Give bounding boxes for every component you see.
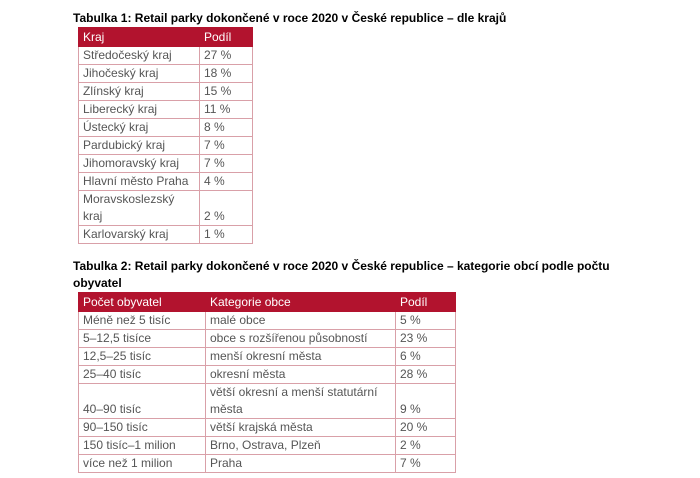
table-row: 150 tisíc–1 milion Brno, Ostrava, Plzeň 2 … [78,436,456,455]
header-cell: Podíl [395,292,456,312]
table-cell: 150 tisíc–1 milion [78,436,206,455]
table-cell: 40–90 tisíc [78,383,206,419]
table-cell: 2 % [199,190,253,226]
table-cell: 8 % [199,118,253,137]
table-title: Tabulka 2: Retail parky dokončené v roce… [73,259,610,290]
table-cell: 27 % [199,46,253,65]
table-cell: 12,5–25 tisíc [78,347,206,366]
table-row: Zlínský kraj 15 % [78,82,253,101]
table-row: 25–40 tisíc okresní města 28 % [78,365,456,384]
table-cell: Praha [205,454,396,473]
table-cell: 23 % [395,329,456,348]
table-row: 5–12,5 tisíce obce s rozšířenou působnost… [78,329,456,348]
table-row: více než 1 milion Praha 7 % [78,454,456,473]
header-row: Počet obyvatel Kategorie obce Podíl [78,292,456,312]
table-row: Pardubický kraj 7 % [78,136,253,155]
table-cell: 4 % [199,172,253,191]
table-row: Karlovarský kraj 1 % [78,225,253,244]
table-cell: Karlovarský kraj [78,225,200,244]
table-cell: 90–150 tisíc [78,418,206,437]
table-cell: 5 % [395,311,456,330]
table-cell: Liberecký kraj [78,100,200,119]
table-cell: Pardubický kraj [78,136,200,155]
table-cell: Středočeský kraj [78,46,200,65]
table-row: Středočeský kraj 27 % [78,46,253,65]
table-cell: 5–12,5 tisíce [78,329,206,348]
table-cell: okresní města [205,365,396,384]
table-cell: menší okresní města [205,347,396,366]
table-cell: Ústecký kraj [78,118,200,137]
table-cell: Hlavní město Praha [78,172,200,191]
header-cell: Kraj [78,27,200,47]
table-title: Tabulka 1: Retail parky dokončené v roce… [73,11,507,25]
table-cell: větší krajská města [205,418,396,437]
table-row: 40–90 tisíc větší okresní a menší statutá… [78,383,456,419]
header-cell: Počet obyvatel [78,292,206,312]
header-cell: Kategorie obce [205,292,396,312]
table-cell: 6 % [395,347,456,366]
table-cell: Jihomoravský kraj [78,154,200,173]
table-cell: Jihočeský kraj [78,64,200,83]
table-cell: 25–40 tisíc [78,365,206,384]
table: Kraj Podíl Středočeský kraj 27 % Jihočeský k… [78,27,253,244]
table-cell: Méně než 5 tisíc [78,311,206,330]
table-cell: 28 % [395,365,456,384]
table-cell: Moravskoslezský kraj [78,190,200,226]
table-cell: Brno, Ostrava, Plzeň [205,436,396,455]
table-cell: 20 % [395,418,456,437]
table-cell: 7 % [199,154,253,173]
table: Počet obyvatel Kategorie obce Podíl Méně ne… [78,292,456,473]
table-row: Moravskoslezský kraj 2 % [78,190,253,226]
table-row: Ústecký kraj 8 % [78,118,253,137]
table-row: Jihočeský kraj 18 % [78,64,253,83]
table-cell: 7 % [395,454,456,473]
table-cell: obce s rozšířenou působností [205,329,396,348]
table-cell: 15 % [199,82,253,101]
table-cell: 1 % [199,225,253,244]
header-cell: Podíl [199,27,253,47]
table-row: 90–150 tisíc větší krajská města 20 % [78,418,456,437]
table-cell: malé obce [205,311,396,330]
header-row: Kraj Podíl [78,27,253,47]
table-cell: 18 % [199,64,253,83]
table-cell: větší okresní a menší statutární města [205,383,396,419]
table-cell: Zlínský kraj [78,82,200,101]
table-cell: 7 % [199,136,253,155]
table-cell: 9 % [395,383,456,419]
table-cell: 2 % [395,436,456,455]
table-row: Méně než 5 tisíc malé obce 5 % [78,311,456,330]
table-cell: více než 1 milion [78,454,206,473]
table-row: Hlavní město Praha 4 % [78,172,253,191]
table-row: Jihomoravský kraj 7 % [78,154,253,173]
table-row: Liberecký kraj 11 % [78,100,253,119]
table-row: 12,5–25 tisíc menší okresní města 6 % [78,347,456,366]
table-cell: 11 % [199,100,253,119]
